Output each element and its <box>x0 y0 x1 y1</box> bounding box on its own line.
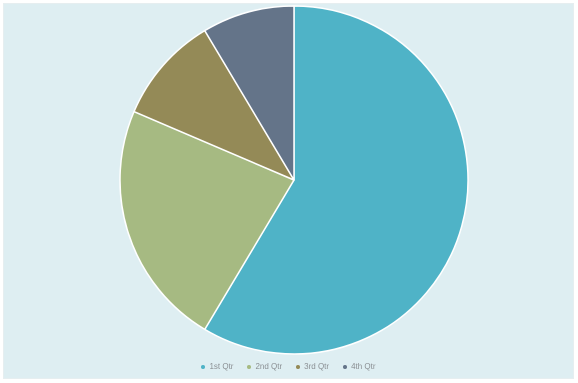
legend-item: 4th Qtr <box>343 362 376 371</box>
pie-slice-1 <box>204 5 469 355</box>
pie-slice-3 <box>133 29 295 181</box>
legend-label: 2nd Qtr <box>255 362 283 371</box>
legend-item: 1st Qtr <box>201 362 233 371</box>
legend-label: 1st Qtr <box>209 362 234 371</box>
legend-swatch <box>247 364 252 369</box>
pie-slice-2 <box>119 110 295 331</box>
legend-item: 2nd Qtr <box>247 362 282 371</box>
pie-slice-4 <box>204 5 295 181</box>
chart-legend: 1st Qtr 2nd Qtr 3rd Qtr 4th Qtr <box>4 362 573 371</box>
legend-label: 3rd Qtr <box>304 362 330 371</box>
legend-item: 3rd Qtr <box>296 362 329 371</box>
legend-label: 4th Qtr <box>351 362 376 371</box>
legend-swatch <box>343 364 348 369</box>
pie-chart <box>119 5 469 355</box>
legend-swatch <box>296 364 301 369</box>
legend-swatch <box>201 364 206 369</box>
chart-area: 1st Qtr 2nd Qtr 3rd Qtr 4th Qtr <box>3 3 574 379</box>
